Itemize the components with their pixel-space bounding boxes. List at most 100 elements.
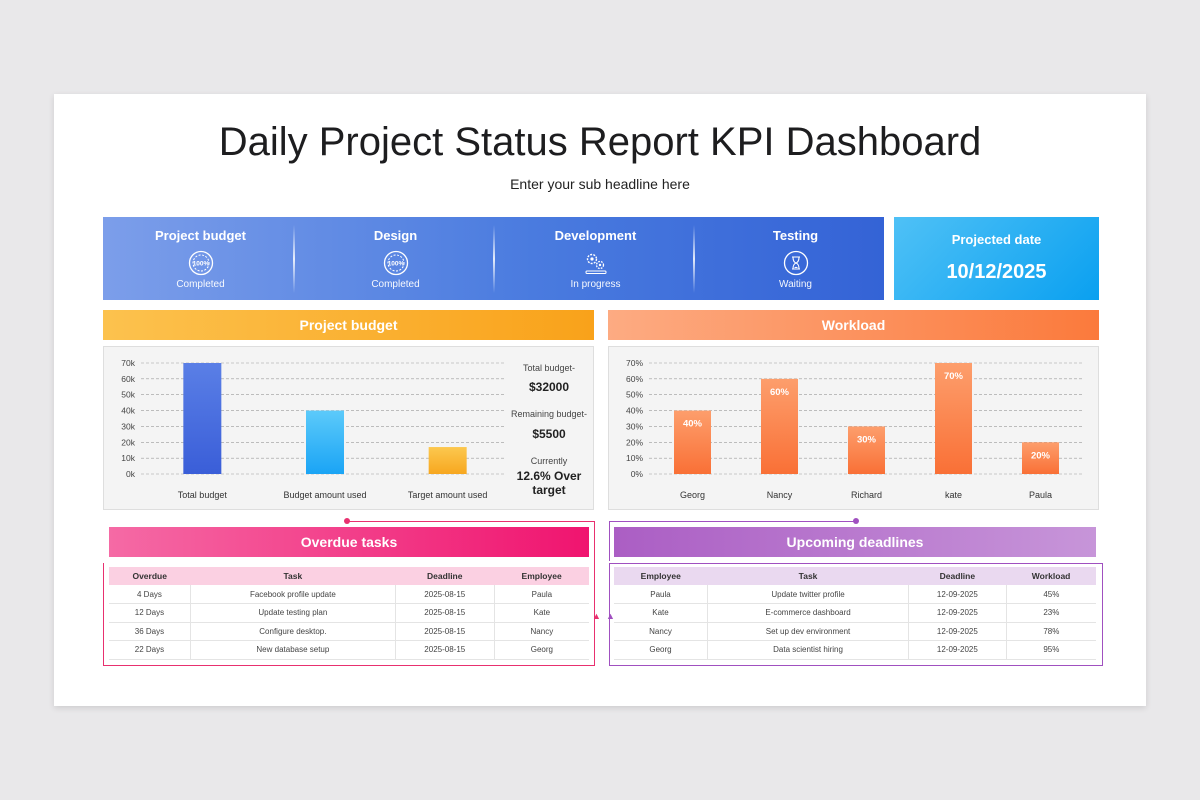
divider [493,225,495,293]
y-tick-label: 60% [626,374,643,384]
y-tick-label: 40k [121,406,135,416]
column-header: Task [707,567,909,585]
bar-kate [935,363,972,474]
table-row: Paula Update twitter profile 12-09-2025 45% [614,585,1096,604]
gears-icon [585,253,606,274]
stage-design: Design 100% Completed [298,217,493,300]
bar-target-amount-used [428,447,467,474]
page-title: Daily Project Status Report KPI Dashboar… [218,120,982,164]
table-row: 22 Days New database setup 2025-08-15 Georg [109,640,589,660]
total-budget-label: Total budget- [522,363,576,373]
cell: 78% [1006,622,1096,641]
cell: Georg [614,640,708,660]
cell: 2025-08-15 [395,622,495,641]
y-tick-label: 0k [126,469,136,479]
currently-label: Currently [530,456,568,466]
workload-bar-chart: 0% 10% 20% 30% 40% 50% 60% 70% Georg 40% Nancy 60% R… [626,358,1084,500]
bar-nancy [761,378,798,474]
table-row: 4 Days Facebook profile update 2025-08-15 P… [109,585,589,604]
column-header: Deadline [395,567,495,585]
page-subtitle: Enter your sub headline here [510,176,690,192]
connector-dot [344,518,350,524]
cell: New database setup [190,640,396,660]
budget-bar-chart: 0k 10k 20k 30k 40k 50k 60k 70k Total budget Budge… [121,358,504,500]
column-header: Employee [614,567,708,585]
overdue-tasks-header: Overdue tasks [109,527,589,557]
cell: 45% [1006,585,1096,604]
overdue-frame [103,563,595,666]
cell: 2025-08-15 [395,603,495,623]
bar-budget-amount-used [306,410,344,474]
bar-richard [848,426,885,474]
cell: 12-09-2025 [908,622,1007,641]
cell: 12-09-2025 [908,603,1007,623]
cell: Georg [494,640,589,660]
workload-chart-panel: 0% 10% 20% 30% 40% 50% 60% 70% Georg 40% Nancy 60% R… [608,346,1099,510]
y-tick-label: 70% [626,358,643,368]
x-tick-label: Nancy [767,490,793,500]
x-tick-label: Target amount used [408,490,488,500]
cell: Configure desktop. [190,622,396,641]
bar-paula [1022,442,1059,474]
stage-status: Waiting [779,279,812,290]
badge-100-icon: 100% [188,250,213,276]
y-tick-label: 50k [121,390,135,400]
stage-status: In progress [570,279,621,290]
remaining-budget-label: Remaining budget- [510,409,588,419]
cell: 22 Days [109,640,191,660]
stage-title: Testing [772,228,819,243]
y-tick-label: 20k [121,437,135,447]
cell: 2025-08-15 [395,640,495,660]
stage-testing: Testing Waiting [698,217,893,300]
cell: Paula [494,585,589,604]
data-label: 30% [857,434,877,445]
arrow-up-icon: ▲ [592,611,601,621]
cell: Nancy [614,622,708,641]
total-budget-value: $32000 [528,380,570,394]
stage-status: Completed [371,279,420,290]
x-tick-label: Richard [851,490,882,500]
column-header: Overdue [109,567,191,585]
y-tick-label: 50% [626,390,643,400]
y-tick-label: 0% [631,469,644,479]
cell: Update testing plan [190,603,396,623]
column-header: Workload [1006,567,1096,585]
table-row: 12 Days Update testing plan 2025-08-15 Kate [109,603,589,623]
svg-text:100%: 100% [387,261,404,268]
remaining-budget-value: $5500 [532,427,566,441]
cell: Set up dev environment [707,622,910,641]
deadline-connector [609,521,856,561]
cell: 36 Days [109,622,191,641]
connector-dot [853,518,859,524]
x-tick-label: Georg [680,490,705,500]
projected-date-label: Projected date [951,232,1042,247]
upcoming-deadlines-table: Employee Task Deadline Workload Paula Upd… [614,567,1096,660]
currently-value: 12.6% Over target [516,469,582,497]
stage-title: Project budget [154,228,246,243]
x-tick-label: Total budget [178,490,228,500]
y-tick-label: 30% [626,421,643,431]
stage-title: Development [554,228,637,243]
status-bar: Project budget 100% Completed Design 100… [103,217,884,300]
divider [293,225,295,293]
column-header: Employee [494,567,589,585]
cell: E-commerce dashboard [707,603,910,623]
cell: 4 Days [109,585,191,604]
data-label: 70% [944,371,964,382]
cell: 2025-08-15 [395,585,495,604]
y-tick-label: 70k [121,358,135,368]
cell: 12-09-2025 [908,585,1007,604]
cell: Data scientist hiring [707,640,910,660]
table-row: Nancy Set up dev environment 12-09-2025 78% [614,622,1096,641]
deadline-frame [609,563,1103,666]
y-tick-label: 10k [121,453,135,463]
stage-development: Development In progress [498,217,693,300]
project-budget-header: Project budget [103,310,594,340]
x-tick-label: kate [945,490,962,500]
cell: Kate [494,603,589,623]
svg-text:100%: 100% [192,261,209,268]
x-tick-label: Budget amount used [283,490,366,500]
column-header: Task [190,567,396,585]
cell: Kate [614,603,708,623]
table-row: Kate E-commerce dashboard 12-09-2025 23% [614,603,1096,623]
